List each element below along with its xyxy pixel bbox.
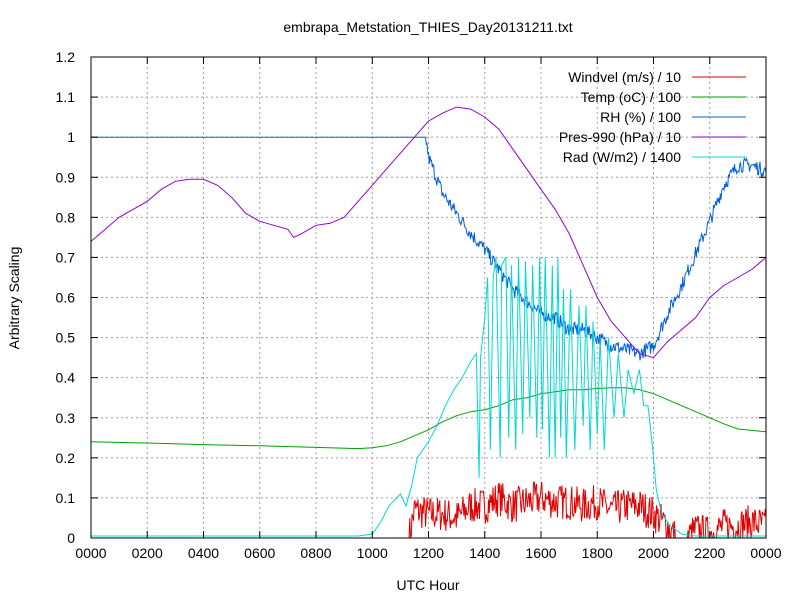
- y-tick-label: 0.4: [56, 370, 76, 386]
- series-line: [91, 481, 766, 538]
- y-tick-label: 0.6: [56, 290, 76, 306]
- x-tick-label: 2200: [694, 545, 725, 561]
- y-tick-label: 0.1: [56, 490, 76, 506]
- x-tick-label: 0400: [188, 545, 219, 561]
- tick-layer: 0000 0200 0400 0600 0800 1000 1200 1400 1600 1800…: [56, 49, 782, 561]
- y-tick-label: 0.2: [56, 450, 76, 466]
- x-tick-label: 0800: [300, 545, 331, 561]
- legend-entry-label: Temp (oC) / 100: [581, 89, 682, 105]
- legend-entry-label: Rad (W/m2) / 1400: [563, 149, 681, 165]
- legend-entry-label: RH (%) / 100: [600, 109, 681, 125]
- y-tick-label: 1.1: [56, 89, 76, 105]
- y-tick-label: 0.5: [56, 330, 76, 346]
- y-tick-label: 1: [67, 129, 75, 145]
- legend-entry-label: Pres-990 (hPa) / 10: [559, 129, 681, 145]
- series-line: [91, 387, 766, 450]
- legend-entry-label: Windvel (m/s) / 10: [568, 69, 681, 85]
- x-tick-label: 1400: [469, 545, 500, 561]
- x-tick-label: 1200: [413, 545, 444, 561]
- x-tick-label: 0000: [750, 545, 781, 561]
- series-layer: [91, 106, 766, 538]
- series-line: [91, 257, 766, 537]
- y-tick-label: 0: [67, 530, 75, 546]
- y-axis-label: Arbitrary Scaling: [6, 247, 22, 350]
- y-tick-label: 0.3: [56, 410, 76, 426]
- x-tick-label: 0200: [132, 545, 163, 561]
- x-tick-label: 1600: [525, 545, 556, 561]
- x-tick-label: 1800: [582, 545, 613, 561]
- y-tick-label: 0.8: [56, 209, 76, 225]
- legend: Windvel (m/s) / 10 Temp (oC) / 100 RH (%) …: [559, 69, 746, 165]
- series-line: [91, 136, 766, 361]
- series-line: [91, 106, 766, 359]
- y-tick-label: 0.9: [56, 169, 76, 185]
- chart-title: embrapa_Metstation_THIES_Day20131211.txt: [283, 19, 572, 35]
- y-tick-label: 1.2: [56, 49, 76, 65]
- x-axis-label: UTC Hour: [396, 577, 459, 593]
- y-tick-label: 0.7: [56, 249, 76, 265]
- x-tick-label: 0600: [244, 545, 275, 561]
- x-tick-label: 0000: [75, 545, 106, 561]
- x-tick-label: 2000: [638, 545, 669, 561]
- x-tick-label: 1000: [357, 545, 388, 561]
